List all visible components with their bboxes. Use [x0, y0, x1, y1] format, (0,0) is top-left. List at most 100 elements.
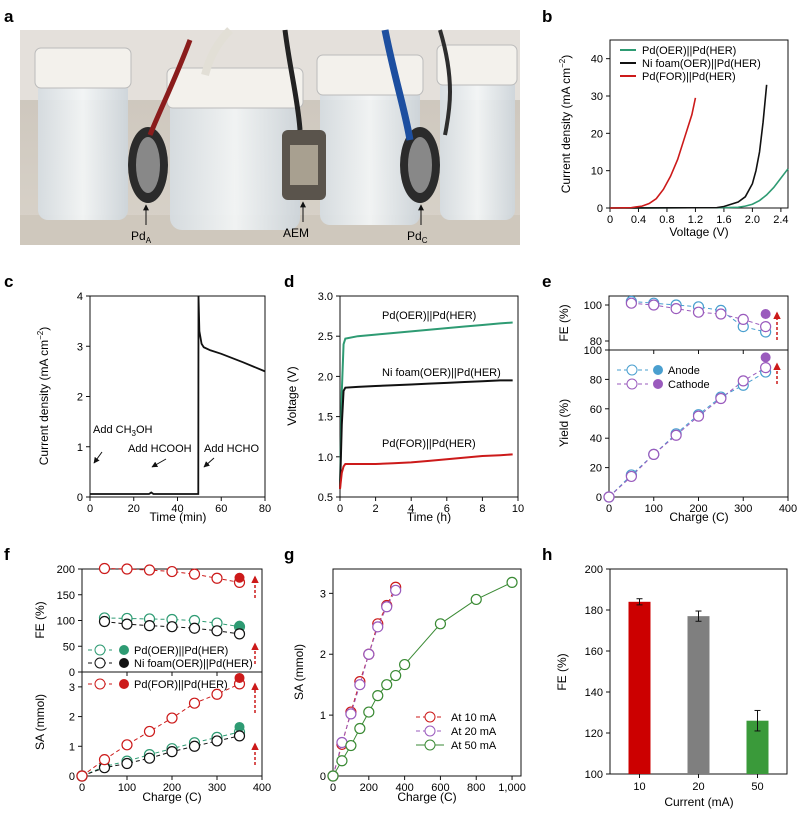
fe-point — [143, 564, 156, 576]
x-tick-label: 0 — [330, 782, 336, 794]
legend-marker — [424, 725, 436, 737]
x-axis-label: Charge (C) — [397, 790, 456, 804]
x-tick-label: 50 — [751, 781, 763, 793]
y-tick-label: 100 — [585, 769, 603, 781]
y-tick-label: 100 — [584, 345, 602, 357]
series-point — [434, 618, 447, 630]
legend-label: At 50 mA — [451, 740, 497, 752]
x-axis-label: Current (mA) — [664, 795, 733, 809]
y-tick-label: 160 — [585, 646, 603, 658]
annotation-ch3oh: Add CH3OH — [93, 424, 153, 438]
series-point — [327, 770, 339, 782]
y-tick-label: 200 — [585, 564, 603, 576]
filled-fe-point — [234, 572, 245, 583]
cathode-yield-point — [692, 410, 705, 422]
sa-point — [166, 746, 178, 758]
series-line — [339, 379, 513, 489]
chart-c-chronoamperometry: 0 20 40 60 80 0 1 2 3 4 Add CH3OH Add HCOOH Add HCHO… — [36, 291, 271, 524]
x-tick-label: 100 — [118, 782, 136, 794]
panel-label-d: d — [284, 272, 294, 291]
x-tick-label: 400 — [779, 503, 797, 515]
filled-sa-point — [234, 672, 245, 683]
filled-fe-point — [234, 620, 245, 631]
y-tick-label: 140 — [585, 687, 603, 699]
y-tick-label: 3 — [320, 588, 326, 600]
annotation-hcooh: Add HCOOH — [128, 443, 192, 455]
y-tick-label: 40 — [591, 54, 603, 66]
series-point — [399, 658, 411, 671]
legend-open-marker — [626, 364, 638, 376]
cathode-yield-point — [760, 362, 772, 374]
y-tick-label: 20 — [590, 463, 602, 475]
y-tick-label: 0 — [596, 492, 602, 504]
chart-f-fe-sa: 0 50 100 150 200 0 100 200 300 400 0 1 2 3 Pd(OER)||Pd… — [33, 562, 271, 804]
fe-point — [121, 618, 133, 630]
y-tick-label: 2 — [320, 649, 326, 661]
sa-point — [143, 725, 156, 738]
panel-label-a: a — [4, 7, 14, 26]
y-tick-label: 0 — [69, 667, 75, 679]
series-point — [363, 706, 375, 718]
x-tick-label: 80 — [259, 503, 271, 515]
series-point — [381, 601, 393, 613]
x-axis-label: Voltage (V) — [669, 225, 728, 239]
series-point — [470, 593, 482, 606]
series-point — [372, 621, 384, 633]
chart-h-fe-bar: 100 120 140 160 180 200 10 20 50 FE (%) Current (m… — [555, 564, 788, 809]
legend-label: Ni foam(OER)||Pd(HER) — [642, 58, 761, 70]
cathode-fe-point — [760, 321, 772, 333]
sa-point — [166, 712, 178, 724]
panel-label-e: e — [542, 272, 551, 291]
panel-label-g: g — [284, 545, 294, 564]
bar — [746, 720, 769, 774]
y-tick-label: 40 — [590, 433, 602, 445]
cathode-yield-point — [715, 392, 727, 405]
x-tick-label: 8 — [479, 503, 485, 515]
fe-point — [98, 562, 111, 575]
x-tick-label: 2 — [373, 503, 379, 515]
sa-point — [121, 757, 133, 770]
y-tick-label: 3 — [69, 682, 75, 694]
series-line — [609, 168, 789, 209]
series-point — [363, 648, 375, 660]
series-line — [609, 97, 697, 209]
x-tick-label: 400 — [253, 782, 271, 794]
x-tick-label: 100 — [645, 503, 663, 515]
filled-yield-point — [760, 352, 771, 363]
y-axis-label: FE (%) — [555, 653, 569, 690]
y-tick-label: 200 — [57, 564, 75, 576]
series-label: Ni foam(OER)||Pd(HER) — [382, 367, 501, 379]
y-tick-label: 4 — [77, 291, 83, 303]
x-tick-label: 6 — [444, 503, 450, 515]
y-tick-label: 80 — [590, 336, 602, 348]
photo-label-pdc: PdC — [407, 229, 428, 245]
fe-point — [211, 625, 223, 637]
series-label: Pd(FOR)||Pd(HER) — [382, 438, 476, 450]
fe-point — [166, 565, 178, 578]
series-point — [345, 739, 357, 752]
y-tick-label: 3.0 — [318, 291, 333, 303]
y-axis-label-bottom: Yield (%) — [557, 399, 571, 447]
legend-filled-marker — [119, 679, 129, 689]
cathode-fe-point — [692, 306, 705, 318]
fe-point — [188, 568, 201, 580]
sa-point — [76, 770, 88, 782]
cathode-fe-point — [625, 297, 637, 309]
sa-point — [188, 740, 201, 752]
annotation-hcho: Add HCHO — [204, 443, 259, 455]
x-tick-label: 1,000 — [498, 782, 526, 794]
photo-label-aem: AEM — [283, 226, 309, 240]
series-point — [381, 679, 393, 691]
y-tick-label: 2.5 — [318, 331, 333, 343]
panel-label-c: c — [4, 272, 13, 291]
series-point — [345, 708, 357, 720]
x-tick-label: 10 — [633, 781, 645, 793]
y-tick-label: 50 — [63, 641, 75, 653]
y-tick-label: 1 — [77, 442, 83, 454]
y-tick-label: 80 — [590, 374, 602, 386]
photo-label-pda: PdA — [131, 229, 152, 245]
sa-point — [121, 739, 133, 751]
cathode-fe-point — [715, 308, 727, 320]
series-label: Pd(OER)||Pd(HER) — [382, 310, 476, 322]
